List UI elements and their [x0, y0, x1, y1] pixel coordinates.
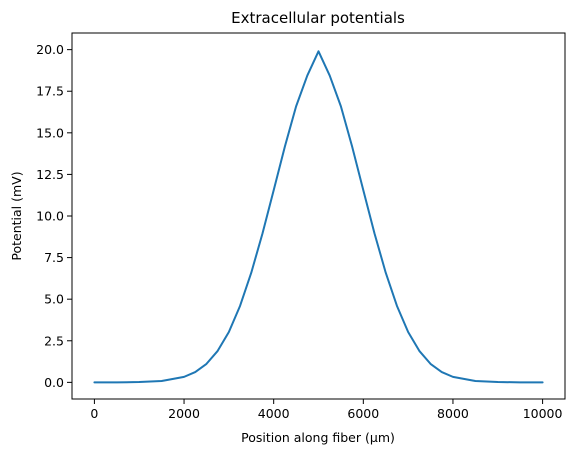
y-tick-label: 15.0 — [36, 125, 64, 140]
y-tick-label: 5.0 — [44, 292, 64, 307]
x-tick-label: 6000 — [347, 406, 379, 421]
x-tick-label: 8000 — [437, 406, 469, 421]
x-tick-label: 10000 — [523, 406, 563, 421]
y-tick-label: 17.5 — [36, 84, 64, 99]
x-tick-label: 0 — [90, 406, 98, 421]
plot-area: 0 2000 4000 6000 8000 10000 0.0 2.5 5.0 7.5 10.0 12… — [36, 32, 566, 421]
y-tick-label: 10.0 — [36, 209, 64, 224]
x-axis-label: Position along fiber (μm) — [241, 430, 395, 445]
y-tick-label: 0.0 — [44, 375, 64, 390]
y-tick-label: 7.5 — [44, 250, 64, 265]
y-tick-label: 12.5 — [36, 167, 64, 182]
y-axis-label: Potential (mV) — [9, 171, 24, 260]
chart-title: Extracellular potentials — [231, 9, 405, 27]
x-tick-label: 4000 — [258, 406, 290, 421]
x-tick-label: 2000 — [168, 406, 200, 421]
y-tick-label: 2.5 — [44, 333, 64, 348]
series-line-0 — [93, 50, 544, 384]
y-tick-label: 20.0 — [36, 42, 64, 57]
